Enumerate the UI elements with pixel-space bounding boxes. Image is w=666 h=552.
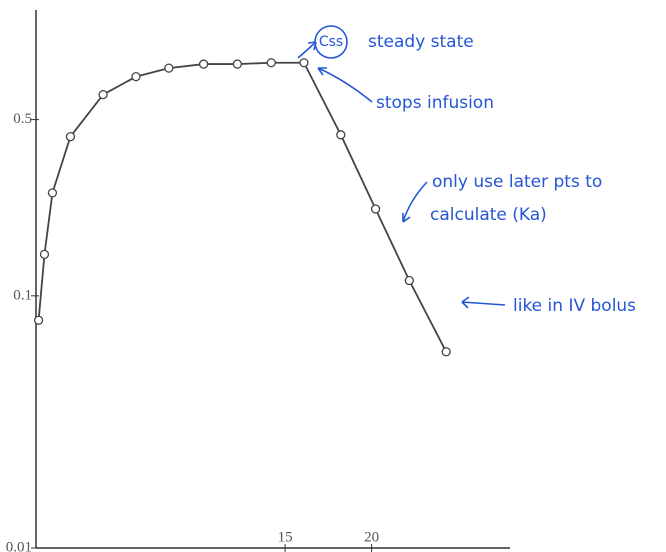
data-point — [336, 130, 346, 140]
data-point — [98, 89, 108, 100]
data-point — [47, 188, 58, 198]
data-point — [65, 131, 76, 142]
data-point — [198, 59, 209, 69]
stops-arrow — [317, 67, 373, 103]
bolus-arrow — [461, 296, 506, 309]
annotation: steady state — [368, 32, 474, 52]
data-point — [33, 315, 44, 325]
data-point — [299, 58, 309, 68]
annotation: only use later pts to — [432, 172, 602, 192]
data-point — [164, 63, 174, 73]
data-point — [266, 58, 276, 68]
later-arrow — [402, 181, 428, 223]
annotation: Css — [319, 34, 343, 50]
annotation: like in IV bolus — [513, 296, 636, 316]
data-point — [441, 347, 451, 357]
annotation: stops infusion — [376, 93, 494, 113]
data-point — [404, 275, 414, 286]
y-tick-label: 0.1 — [13, 287, 32, 303]
data-point — [370, 204, 381, 214]
data-point — [232, 59, 243, 69]
y-tick-label: 0.01 — [6, 539, 32, 552]
data-point — [131, 71, 141, 82]
x-tick-label: 15 — [278, 529, 293, 545]
css-arrow — [297, 41, 317, 59]
annotation: calculate (Ka) — [430, 205, 547, 225]
data-point — [39, 249, 50, 260]
x-tick-label: 20 — [364, 529, 379, 545]
y-tick-label: 0.5 — [13, 111, 32, 127]
